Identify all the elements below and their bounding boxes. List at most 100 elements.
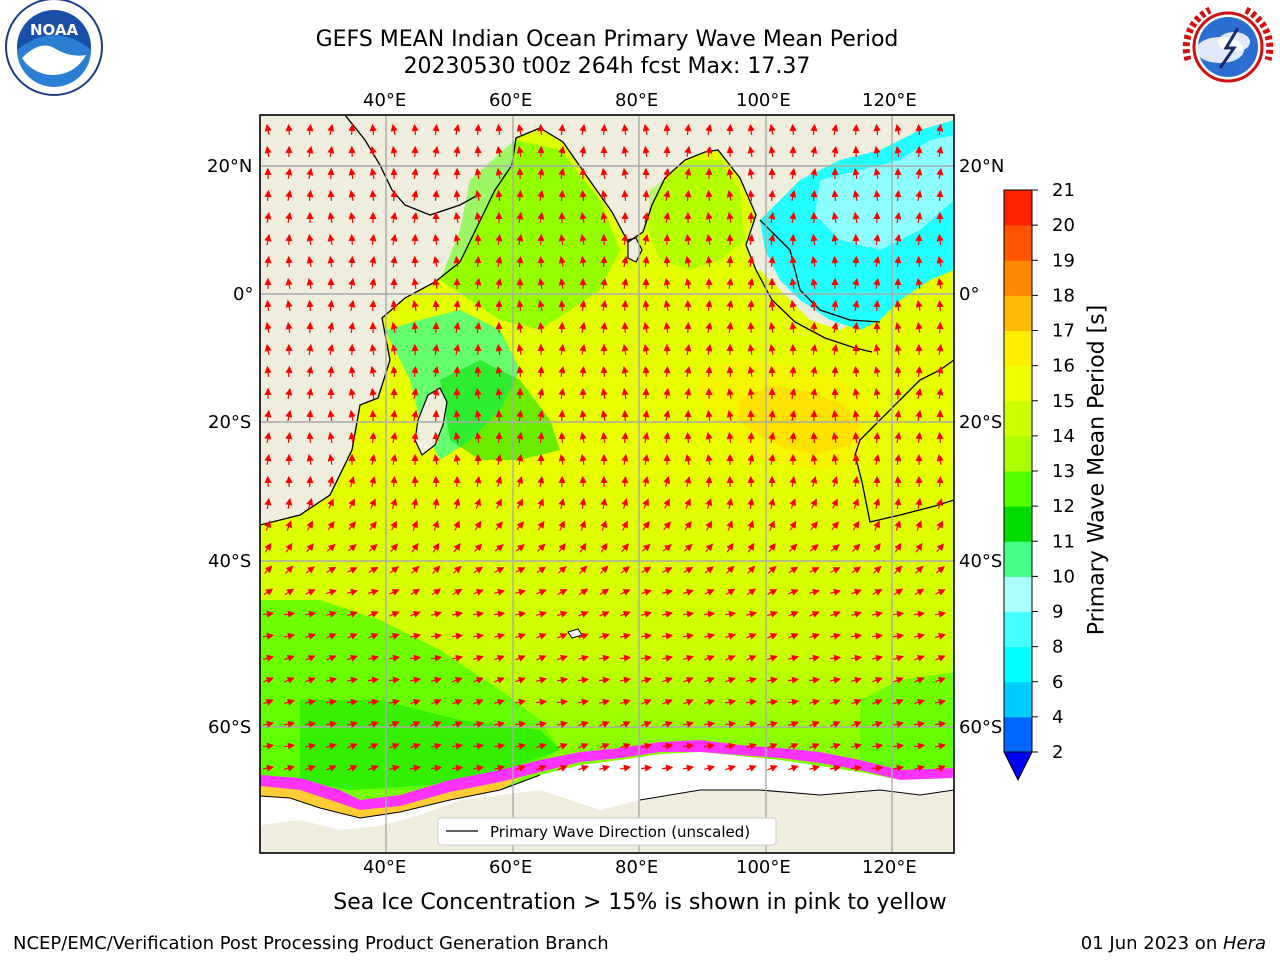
wave-arrow <box>347 765 358 772</box>
wave-arrow <box>619 654 632 662</box>
wave-arrow <box>453 321 461 334</box>
wave-arrow <box>285 233 293 246</box>
wave-arrow <box>558 431 566 444</box>
wave-arrow <box>514 610 527 618</box>
wave-arrow <box>327 453 335 466</box>
wave-arrow <box>705 189 713 202</box>
wave-arrow <box>641 742 653 750</box>
wave-arrow <box>516 498 523 509</box>
wave-arrow <box>305 566 315 574</box>
wave-arrow <box>641 610 652 618</box>
wave-arrow <box>495 498 502 509</box>
wave-arrow <box>663 211 671 224</box>
wave-arrow <box>872 588 883 596</box>
wave-arrow <box>852 277 860 290</box>
wave-arrow <box>705 299 713 312</box>
wave-arrow <box>557 565 567 574</box>
wave-arrow <box>558 453 566 466</box>
wave-arrow <box>264 475 272 488</box>
wave-arrow <box>725 676 736 684</box>
wave-arrow <box>411 321 419 334</box>
wave-arrow <box>558 123 566 136</box>
wave-arrow <box>663 521 671 531</box>
wave-arrow <box>705 365 713 378</box>
wave-arrow <box>327 145 335 158</box>
wave-arrow <box>767 588 778 596</box>
wave-arrow <box>285 565 294 574</box>
wave-arrow <box>537 123 545 136</box>
wave-arrow <box>516 431 524 444</box>
wave-arrow <box>493 632 506 640</box>
wave-arrow <box>327 123 335 136</box>
wave-arrow <box>411 123 419 136</box>
wave-arrow <box>768 431 776 444</box>
colorbar-segment <box>1004 435 1032 472</box>
wave-arrow <box>913 720 926 728</box>
wave-arrow <box>873 277 881 290</box>
wave-arrow <box>810 387 818 400</box>
wave-arrow <box>894 475 902 488</box>
wave-arrow <box>368 611 379 618</box>
wave-arrow <box>453 123 461 136</box>
wave-arrow <box>516 343 524 356</box>
wave-arrow <box>283 742 296 750</box>
wave-arrow <box>642 409 650 422</box>
colorbar-tick-label: 9 <box>1052 602 1063 623</box>
wave-arrow <box>285 321 293 334</box>
wave-arrow <box>600 233 608 246</box>
wave-arrow <box>410 721 421 728</box>
wave-arrow <box>452 588 463 596</box>
wave-arrow <box>432 343 440 356</box>
wave-arrow <box>683 677 694 684</box>
wave-arrow <box>432 365 440 378</box>
wave-arrow <box>619 676 632 684</box>
wave-arrow <box>810 123 818 136</box>
wave-arrow <box>642 521 650 531</box>
wave-arrow <box>495 299 503 312</box>
wave-arrow <box>766 698 779 706</box>
wave-arrow <box>369 299 377 312</box>
wave-arrow <box>642 211 650 224</box>
wave-arrow <box>472 632 485 640</box>
wave-arrow <box>852 498 859 509</box>
wave-arrow <box>705 255 713 268</box>
wave-arrow <box>705 211 713 224</box>
colorbar-segment <box>1004 646 1032 683</box>
footer-credit: NCEP/EMC/Verification Post Processing Pr… <box>13 933 609 954</box>
wave-arrow <box>263 588 274 596</box>
wave-arrow <box>726 497 734 510</box>
wave-arrow <box>558 387 566 400</box>
wave-arrow <box>305 655 316 662</box>
wave-arrow <box>579 542 587 553</box>
wave-arrow <box>894 343 902 356</box>
wave-arrow <box>830 567 841 574</box>
wave-arrow <box>579 255 587 268</box>
wave-arrow <box>620 721 631 728</box>
colorbar-segment <box>1004 541 1032 577</box>
wave-arrow <box>389 611 400 618</box>
wave-arrow <box>452 720 463 728</box>
wave-arrow <box>852 321 860 334</box>
wave-arrow <box>936 167 944 180</box>
wave-arrow <box>894 255 902 268</box>
wave-arrow <box>705 498 713 509</box>
wave-arrow <box>663 299 671 312</box>
wave-arrow <box>327 255 335 268</box>
wave-arrow <box>894 409 902 422</box>
wave-arrow <box>390 123 398 136</box>
wave-arrow <box>850 654 863 662</box>
wave-arrow <box>810 277 818 290</box>
wave-arrow <box>493 610 506 618</box>
wave-arrow <box>621 365 629 378</box>
wave-arrow <box>747 123 755 136</box>
colorbar-tick-label: 11 <box>1052 531 1075 552</box>
wave-arrow <box>557 633 568 640</box>
wave-arrow <box>766 720 779 728</box>
wave-arrow <box>284 588 295 596</box>
wave-arrow <box>726 520 733 531</box>
wave-arrow <box>494 698 505 706</box>
wave-arrow <box>516 211 524 224</box>
wave-arrow <box>621 431 629 444</box>
wave-arrow <box>306 453 314 466</box>
wave-arrow <box>432 520 440 531</box>
